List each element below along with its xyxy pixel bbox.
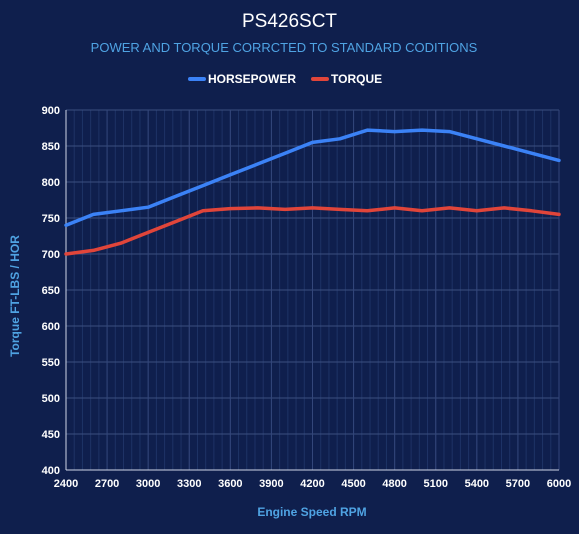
x-axis-ticks: 2400 2700 3000 3300 3600 3900 4200 4500 4800 5100… [54, 478, 571, 490]
x-tick-label: 5400 [465, 478, 489, 490]
y-axis-label: Torque FT-LBS / HOR [8, 235, 22, 357]
y-tick-label: 650 [42, 285, 60, 297]
y-tick-label: 550 [42, 357, 60, 369]
y-tick-label: 700 [42, 249, 60, 261]
x-tick-label: 3900 [259, 478, 283, 490]
y-axis-ticks: 400 450 500 550 600 650 700 750 800 850 900 [42, 105, 60, 477]
x-tick-label: 3000 [136, 478, 160, 490]
legend-label-horsepower: HORSEPOWER [208, 72, 296, 86]
y-tick-label: 800 [42, 177, 60, 189]
x-tick-label: 6000 [547, 478, 571, 490]
y-tick-label: 450 [42, 429, 60, 441]
series-line-torque [64, 206, 561, 256]
y-tick-label: 400 [42, 465, 60, 477]
y-tick-label: 850 [42, 141, 60, 153]
x-tick-label: 5700 [506, 478, 530, 490]
x-tick-label: 5100 [424, 478, 448, 490]
legend: HORSEPOWER TORQUE [188, 72, 382, 86]
y-tick-label: 600 [42, 321, 60, 333]
series-lines [64, 128, 561, 256]
legend-label-torque: TORQUE [331, 72, 382, 86]
x-tick-label: 4800 [382, 478, 406, 490]
y-tick-label: 500 [42, 393, 60, 405]
chart-title: PS426SCT [242, 11, 337, 32]
series-line-horsepower [64, 128, 561, 227]
x-tick-label: 4500 [341, 478, 365, 490]
chart-subtitle: POWER AND TORQUE CORRCTED TO STANDARD CO… [91, 40, 478, 55]
x-tick-label: 3300 [177, 478, 201, 490]
grid [65, 109, 560, 471]
x-tick-label: 2700 [95, 478, 119, 490]
y-tick-label: 750 [42, 213, 60, 225]
x-axis-label: Engine Speed RPM [257, 505, 366, 519]
y-tick-label: 900 [42, 105, 60, 117]
x-tick-label: 3600 [218, 478, 242, 490]
x-tick-label: 2400 [54, 478, 78, 490]
x-tick-label: 4200 [300, 478, 324, 490]
